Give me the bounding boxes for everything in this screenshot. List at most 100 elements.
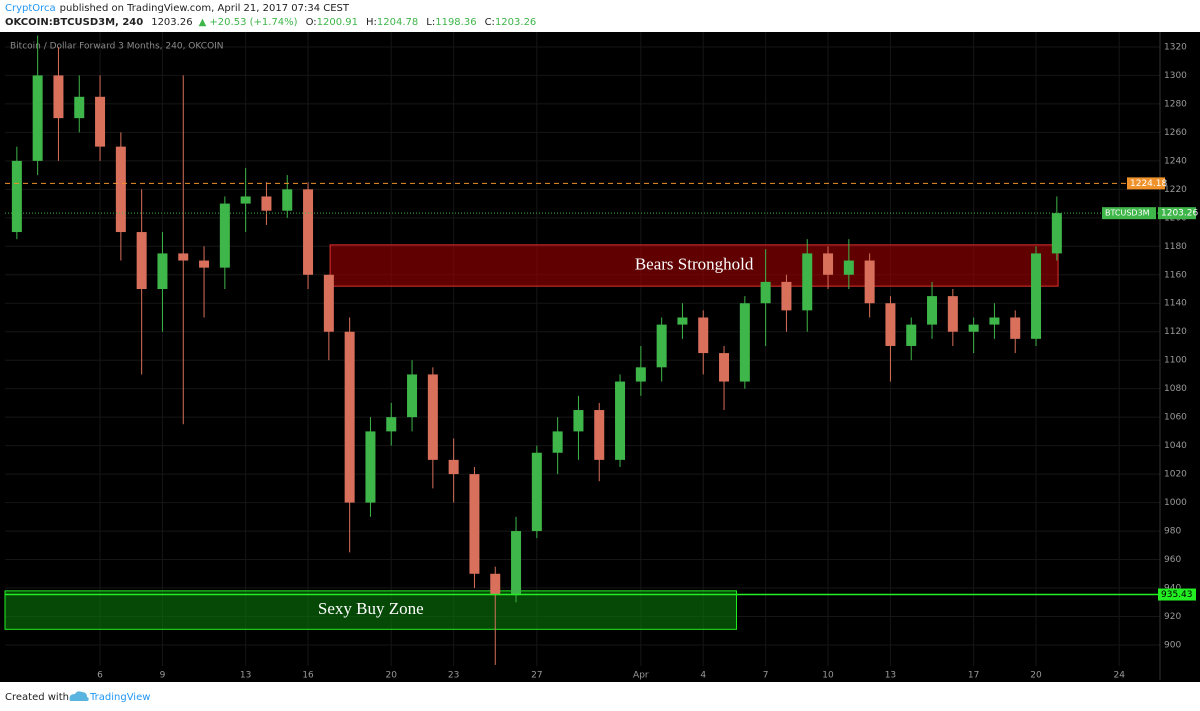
y-tick-label: 1100: [1164, 356, 1187, 366]
candle-body: [427, 374, 438, 460]
candle-body: [511, 531, 522, 596]
candle-body: [178, 253, 189, 261]
candle-body: [760, 281, 771, 304]
candle-body: [469, 474, 480, 574]
published: published on TradingView.com, April 21, …: [60, 3, 350, 14]
candle-body: [968, 324, 979, 332]
header-line-2: OKCOIN:BTCUSD3M, 240 1203.26 ▲ +20.53 (+1.…: [5, 17, 536, 28]
y-tick-label: 960: [1164, 555, 1181, 565]
candle-body: [219, 203, 230, 268]
price-label: 1203.26: [1161, 209, 1198, 219]
candle-body: [823, 253, 834, 275]
candle-body: [74, 96, 85, 119]
footer-text: Created with: [5, 692, 69, 703]
ohlc-value: 1204.78: [377, 17, 418, 28]
candle-body: [864, 260, 875, 304]
y-tick-label: 980: [1164, 527, 1181, 537]
y-tick-label: 1280: [1164, 99, 1187, 109]
x-tick-label: 13: [885, 671, 896, 681]
y-tick-label: 900: [1164, 640, 1181, 650]
candle-body: [1010, 317, 1021, 339]
candle-body: [594, 410, 605, 460]
ohlc-value: 1198.36: [435, 17, 476, 28]
candle-body: [989, 317, 1000, 325]
x-tick-label: 7: [763, 671, 769, 681]
ohlc-label: O:: [306, 17, 317, 28]
logo: [69, 691, 89, 701]
candle-body: [802, 253, 813, 311]
change: ▲ +20.53 (+1.74%): [199, 17, 298, 28]
ohlc-value: 1203.26: [495, 17, 536, 28]
author[interactable]: CryptOrca: [5, 3, 56, 14]
price-label-box: [1158, 588, 1196, 601]
candle-body: [656, 324, 667, 368]
x-tick-label: 6: [97, 671, 103, 681]
symbol-label: BTCUSD3M: [1105, 209, 1150, 218]
candle-body: [448, 459, 459, 475]
price-label: 935.43: [1161, 590, 1193, 600]
chart-background: [0, 32, 1200, 682]
candle-body: [843, 260, 854, 275]
y-tick-label: 1300: [1164, 71, 1187, 81]
candle-body: [927, 296, 938, 325]
y-tick-label: 1220: [1164, 185, 1187, 195]
zone: [329, 244, 1059, 287]
x-tick-label: 24: [1114, 671, 1126, 681]
last-price: 1203.26: [151, 17, 192, 28]
footer: Created with TradingView: [5, 691, 150, 703]
x-tick-label: 27: [531, 671, 542, 681]
x-tick-label: 4: [700, 671, 706, 681]
candle-body: [531, 452, 542, 532]
x-tick-label: 9: [160, 671, 166, 681]
chart-title: Bitcoin / Dollar Forward 3 Months, 240, …: [10, 42, 224, 52]
ohlc-label: C:: [485, 17, 495, 28]
zone-label: Sexy Buy Zone: [318, 599, 424, 618]
x-tick-label: 13: [240, 671, 251, 681]
candle-body: [573, 410, 584, 432]
symbol: OKCOIN:BTCUSD3M, 240: [5, 17, 143, 28]
candle-body: [344, 331, 355, 503]
symbol-label-box: [1102, 207, 1156, 220]
price-label-box: [1127, 177, 1165, 190]
y-tick-label: 1180: [1164, 242, 1187, 252]
x-tick-label: 23: [448, 671, 459, 681]
candle-body: [11, 160, 22, 233]
candle-body: [303, 189, 314, 275]
header-line-1: CryptOrca published on TradingView.com, A…: [5, 3, 350, 14]
y-tick-label: 920: [1164, 612, 1181, 622]
x-tick-label: 20: [386, 671, 398, 681]
candle-body: [781, 281, 792, 311]
candle-body: [136, 232, 147, 290]
y-tick-label: 1040: [1164, 441, 1187, 451]
y-tick-label: 1240: [1164, 156, 1187, 166]
candle-body: [157, 253, 168, 290]
y-tick-label: 1140: [1164, 299, 1187, 309]
y-tick-label: 1060: [1164, 413, 1187, 423]
candle-body: [53, 75, 64, 119]
y-tick-label: 1000: [1164, 498, 1187, 508]
ohlc-label: H:: [366, 17, 377, 28]
candle-body: [240, 196, 251, 204]
candle-body: [199, 260, 210, 268]
x-tick-label: 17: [968, 671, 979, 681]
candle-body: [95, 96, 106, 147]
candle-body: [615, 381, 626, 460]
x-tick-label: 20: [1030, 671, 1042, 681]
candle-body: [282, 189, 293, 211]
zone: [4, 590, 738, 630]
zone-label: Bears Stronghold: [635, 254, 754, 273]
candle-body: [635, 367, 646, 382]
candle-body: [677, 317, 688, 325]
candle-body: [365, 431, 376, 503]
candle-body: [1051, 213, 1062, 254]
candle-body: [719, 353, 730, 382]
y-tick-label: 1080: [1164, 384, 1187, 394]
price-label-box: [1158, 207, 1196, 220]
footer-brand[interactable]: TradingView: [89, 692, 150, 703]
candle-body: [739, 303, 750, 382]
y-tick-label: 1120: [1164, 327, 1187, 337]
x-tick-label: 10: [822, 671, 834, 681]
candle-body: [32, 75, 43, 161]
candle-body: [407, 374, 418, 418]
